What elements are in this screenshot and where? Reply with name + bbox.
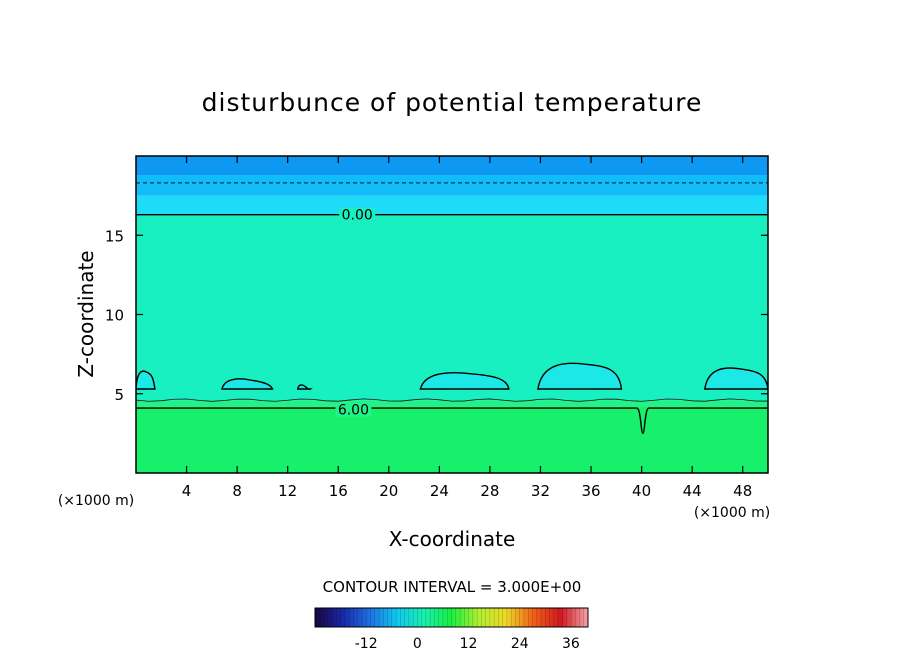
contour-interval: CONTOUR INTERVAL = 3.000E+00 <box>323 578 582 596</box>
contour-label: 0.00 <box>342 208 373 224</box>
cold-pocket-4 <box>537 362 623 390</box>
x-tick-label: 44 <box>683 482 702 500</box>
contour-band-1 <box>136 400 768 407</box>
contour-band-4 <box>136 175 768 196</box>
x-tick-label: 48 <box>733 482 752 500</box>
x-tick-label: 4 <box>182 482 192 500</box>
y-tick-label: 5 <box>114 386 124 404</box>
cold-pocket-2 <box>296 384 313 391</box>
x-tick-label: 12 <box>278 482 297 500</box>
x-tick-label: 8 <box>232 482 242 500</box>
x-unit-right: (×1000 m) <box>694 505 770 521</box>
plot-area <box>136 156 768 473</box>
contour-band-3 <box>136 195 768 215</box>
contour-label-bg-1 <box>335 402 372 417</box>
cold-pocket-1 <box>221 378 274 390</box>
x-tick-label: 20 <box>379 482 398 500</box>
colorbar-tick-label: 0 <box>413 636 422 652</box>
x-unit-left: (×1000 m) <box>58 493 134 509</box>
y-axis-label: Z-coordinate <box>74 250 98 377</box>
x-tick-label: 28 <box>480 482 499 500</box>
x-axis-label: X-coordinate <box>389 527 516 551</box>
contour-band-0 <box>136 406 768 473</box>
x-tick-label: 24 <box>430 482 449 500</box>
chart-title: disturbunce of potential temperature <box>202 88 703 117</box>
colorbar-tick-label: -12 <box>355 636 378 652</box>
contour-band-2 <box>136 214 768 401</box>
colorbar-tick-label: 12 <box>460 636 478 652</box>
contour-label: 6.00 <box>338 403 369 419</box>
cold-pocket-5 <box>703 367 768 390</box>
contour-line-6 <box>136 407 768 435</box>
colorbar-tick-label: 36 <box>562 636 580 652</box>
contour-band-5 <box>136 156 768 176</box>
colorbar-tick-label: 24 <box>511 636 529 652</box>
y-tick-label: 15 <box>105 227 124 245</box>
contour-line-thin <box>136 398 768 402</box>
x-tick-label: 16 <box>329 482 348 500</box>
contour-label-bg-0 <box>339 207 376 222</box>
x-tick-label: 36 <box>581 482 600 500</box>
cold-pocket-3 <box>419 371 510 390</box>
y-tick-label: 10 <box>105 307 124 325</box>
cold-pocket-0 <box>136 370 156 390</box>
x-tick-label: 32 <box>531 482 550 500</box>
x-tick-label: 40 <box>632 482 651 500</box>
